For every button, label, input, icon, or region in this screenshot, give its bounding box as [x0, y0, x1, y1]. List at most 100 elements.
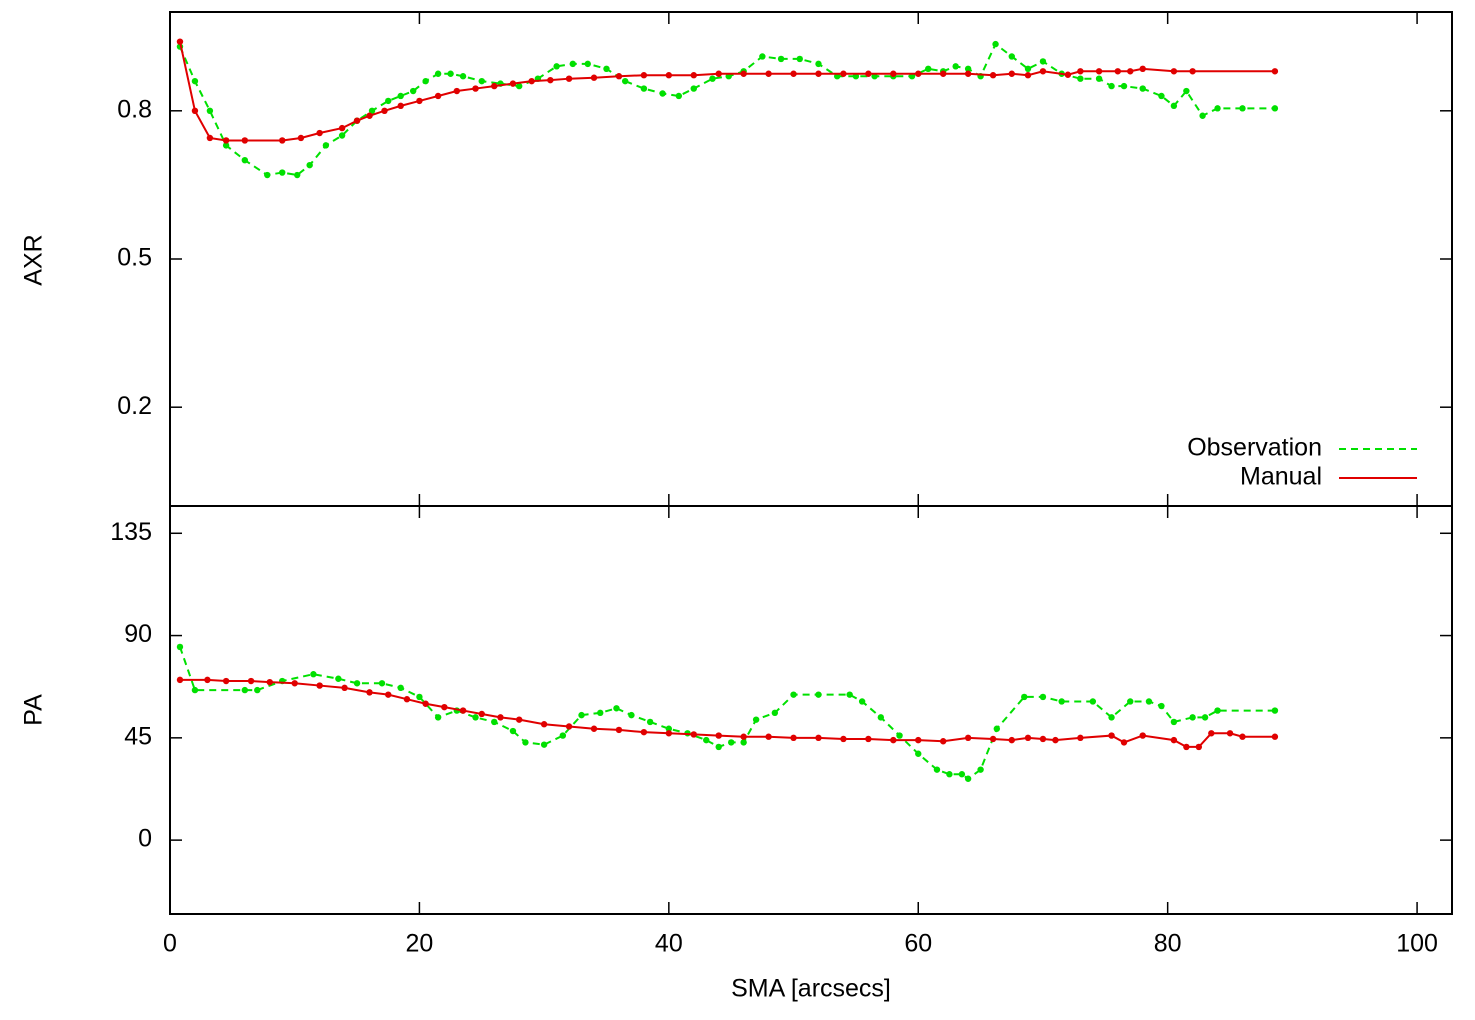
data-point	[1199, 112, 1206, 119]
data-point	[176, 676, 184, 684]
data-point	[1214, 707, 1221, 714]
data-point	[1064, 71, 1072, 78]
data-point	[1201, 714, 1209, 721]
data-point	[397, 684, 404, 692]
data-point	[385, 691, 392, 698]
data-point	[338, 132, 346, 139]
data-point	[1024, 72, 1032, 79]
data-point	[1127, 68, 1134, 75]
y-tick-label: 135	[110, 518, 152, 546]
data-point	[176, 643, 184, 651]
y-tick-label: 90	[124, 620, 152, 648]
data-point	[1189, 68, 1196, 75]
data-point	[441, 703, 448, 711]
data-point	[1208, 730, 1215, 737]
data-point	[628, 711, 635, 719]
data-point	[597, 709, 604, 717]
data-point	[715, 743, 722, 751]
data-point	[191, 77, 199, 85]
data-point	[964, 775, 972, 782]
data-point	[191, 107, 199, 115]
data-point	[515, 716, 523, 723]
data-point	[353, 117, 361, 124]
data-point	[992, 40, 999, 48]
data-point	[796, 55, 803, 63]
data-point	[1024, 65, 1032, 73]
data-point	[241, 137, 249, 144]
plot-frame	[169, 505, 1453, 915]
data-point	[1095, 68, 1103, 75]
data-point	[497, 714, 504, 721]
data-point	[939, 70, 947, 77]
data-point	[472, 714, 479, 721]
data-point	[815, 691, 822, 698]
data-point	[1170, 68, 1178, 75]
data-point	[1139, 65, 1146, 73]
data-point	[896, 732, 903, 739]
data-point	[316, 129, 323, 137]
data-point	[933, 766, 941, 773]
data-point	[306, 161, 313, 169]
data-point	[640, 728, 648, 736]
data-point	[294, 171, 301, 179]
data-point	[335, 675, 342, 682]
data-point	[434, 714, 442, 721]
data-point	[1189, 714, 1196, 721]
data-point	[640, 85, 648, 92]
data-point	[1239, 105, 1246, 112]
data-point	[646, 718, 654, 726]
data-point	[316, 682, 323, 689]
data-point	[977, 766, 984, 773]
data-point	[727, 739, 735, 746]
data-point	[790, 70, 797, 77]
data-point	[206, 107, 214, 115]
data-point	[1170, 736, 1178, 744]
data-point	[472, 85, 479, 92]
data-point	[491, 718, 498, 726]
data-point	[254, 686, 261, 694]
data-point	[1158, 702, 1165, 710]
data-point	[1139, 732, 1146, 739]
data-point	[569, 60, 577, 68]
data-point	[459, 707, 467, 714]
data-point	[659, 90, 666, 97]
data-point	[740, 70, 747, 77]
data-point	[613, 705, 620, 712]
data-point	[1183, 743, 1190, 751]
data-point	[1170, 102, 1178, 110]
data-point	[1077, 75, 1084, 82]
data-point	[191, 686, 199, 694]
data-point	[1021, 693, 1028, 701]
data-point	[1077, 68, 1084, 75]
data-point	[366, 689, 373, 696]
data-point	[434, 92, 442, 100]
data-point	[1226, 730, 1234, 737]
data-point	[590, 74, 598, 81]
data-point	[409, 87, 417, 95]
series-line	[179, 42, 1275, 177]
data-point	[176, 38, 184, 45]
data-point	[381, 107, 388, 115]
data-point	[1239, 733, 1246, 740]
data-point	[690, 85, 697, 92]
data-point	[915, 736, 922, 744]
data-point	[865, 735, 872, 743]
x-tick-label: 0	[163, 930, 177, 958]
data-point	[385, 97, 392, 105]
data-point	[621, 77, 629, 85]
data-point	[279, 137, 286, 144]
y-tick-label: 45	[124, 722, 152, 750]
data-point	[952, 63, 959, 70]
data-point	[1271, 68, 1279, 75]
data-point	[840, 735, 847, 743]
data-point	[703, 736, 710, 744]
data-point	[422, 700, 429, 707]
data-point	[353, 680, 361, 687]
data-point	[491, 82, 498, 90]
data-point	[459, 73, 467, 80]
data-point	[416, 693, 423, 701]
data-point	[1114, 68, 1121, 75]
y-tick-label: 0.8	[117, 95, 152, 123]
data-point	[565, 723, 573, 730]
